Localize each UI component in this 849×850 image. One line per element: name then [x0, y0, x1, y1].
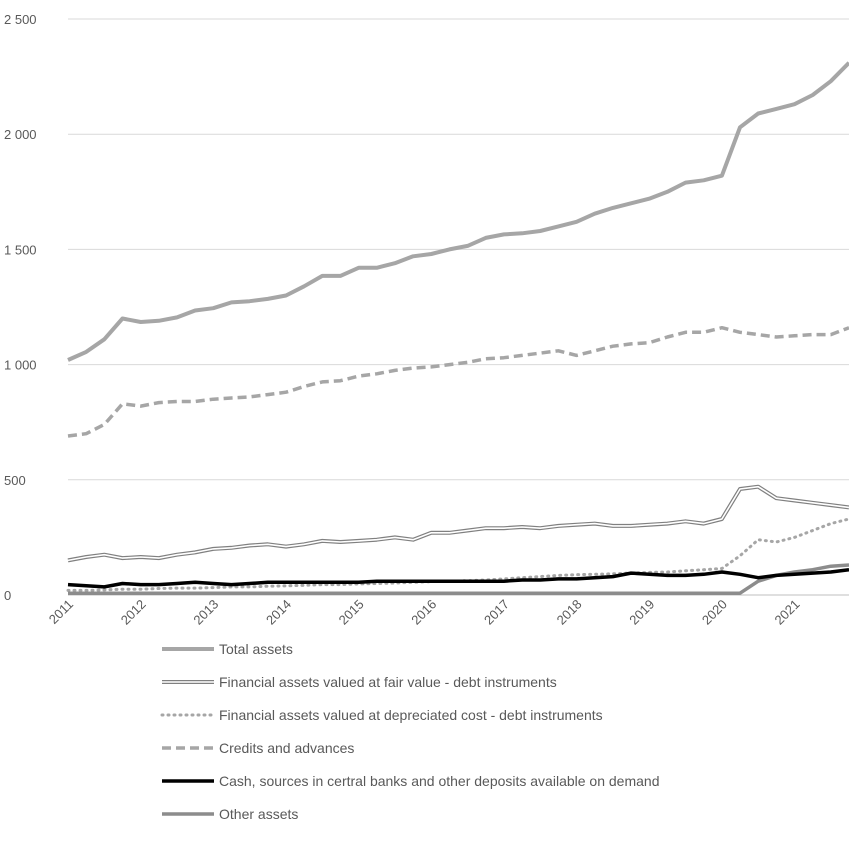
series-4: [67, 567, 849, 589]
legend-item: Cash, sources in certral banks and other…: [162, 773, 659, 789]
gridlines: [68, 18, 849, 596]
series-lines: [66, 61, 849, 595]
legend-label: Financial assets valued at depreciated c…: [219, 707, 603, 723]
x-tick-label: 2020: [699, 597, 730, 628]
series-3: [67, 325, 849, 438]
x-axis-ticks: 2011 2012 2013 2014 2015 2016 2017 2018 2019 2020…: [46, 597, 803, 628]
series-line: [67, 61, 849, 362]
legend-item: Credits and advances: [162, 740, 354, 756]
legend-label: Total assets: [219, 641, 293, 657]
x-tick-label: 2021: [772, 597, 803, 628]
x-tick-label: 2016: [408, 597, 439, 628]
y-tick-label: 1 500: [4, 242, 37, 257]
series-line: [68, 563, 849, 595]
x-tick-label: 2011: [46, 597, 76, 627]
legend: Total assets Financial assets valued at f…: [160, 641, 659, 822]
legend-label: Cash, sources in certral banks and other…: [219, 773, 659, 789]
series-5: [68, 563, 849, 595]
series-line: [67, 567, 849, 589]
y-axis-ticks: 0 500 1 000 1 500 2 000 2 500: [4, 12, 37, 603]
series-line: [67, 484, 849, 563]
x-tick-label: 2019: [626, 597, 657, 628]
legend-item: Financial assets valued at fair value - …: [162, 674, 557, 690]
y-tick-label: 0: [4, 588, 11, 603]
x-tick-label: 2015: [336, 597, 367, 628]
series-line: [67, 325, 849, 438]
legend-item: Total assets: [162, 641, 293, 657]
x-tick-label: 2017: [481, 597, 512, 628]
x-tick-label: 2014: [263, 597, 294, 628]
x-tick-label: 2012: [118, 597, 149, 628]
legend-label: Financial assets valued at fair value - …: [219, 674, 557, 690]
y-tick-label: 1 000: [4, 358, 37, 373]
series-line-inner: [67, 485, 849, 562]
legend-label: Other assets: [219, 806, 298, 822]
legend-label: Credits and advances: [219, 740, 354, 756]
series-1: [67, 484, 849, 563]
legend-item: Financial assets valued at depreciated c…: [160, 707, 603, 723]
series-0: [67, 61, 849, 362]
legend-item: Other assets: [162, 806, 298, 822]
x-tick-label: 2018: [554, 597, 585, 628]
x-tick-label: 2013: [190, 597, 221, 628]
y-tick-label: 2 000: [4, 127, 37, 142]
y-tick-label: 2 500: [4, 12, 37, 27]
y-tick-label: 500: [4, 473, 26, 488]
